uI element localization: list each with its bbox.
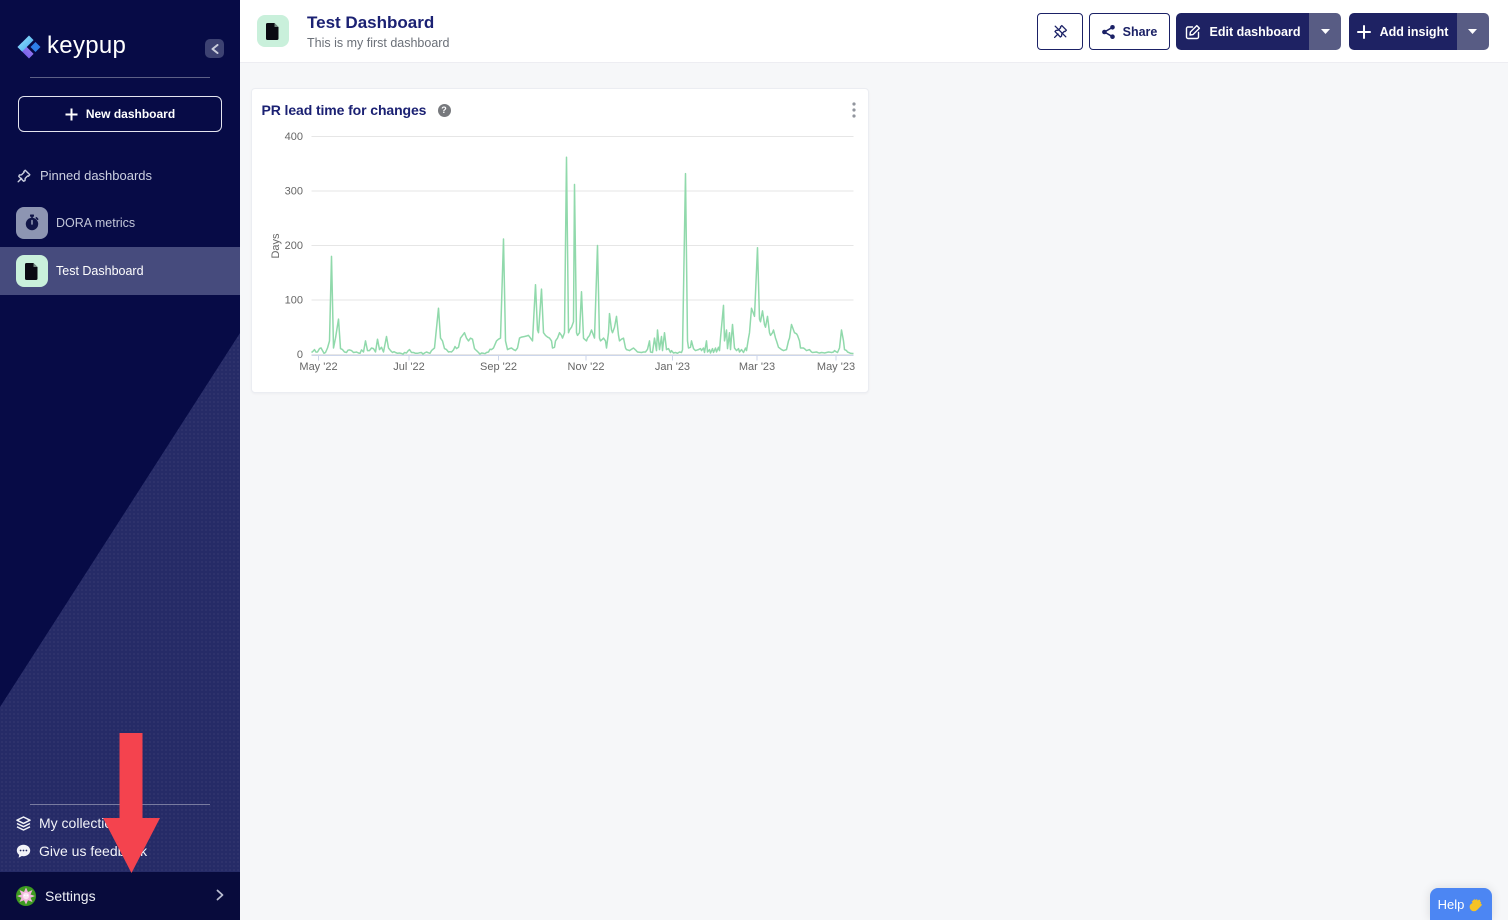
svg-text:Sep '22: Sep '22 bbox=[480, 361, 517, 373]
svg-text:Days: Days bbox=[270, 233, 282, 259]
svg-text:May '22: May '22 bbox=[299, 361, 337, 373]
svg-text:200: 200 bbox=[284, 240, 302, 252]
svg-text:Jul '22: Jul '22 bbox=[393, 361, 424, 373]
svg-text:Nov '22: Nov '22 bbox=[567, 361, 604, 373]
svg-text:100: 100 bbox=[284, 295, 302, 307]
svg-text:400: 400 bbox=[284, 131, 302, 143]
svg-text:Jan '23: Jan '23 bbox=[654, 361, 689, 373]
svg-text:May '23: May '23 bbox=[816, 361, 854, 373]
svg-text:0: 0 bbox=[296, 349, 302, 361]
svg-text:Mar '23: Mar '23 bbox=[738, 361, 774, 373]
svg-text:300: 300 bbox=[284, 186, 302, 198]
